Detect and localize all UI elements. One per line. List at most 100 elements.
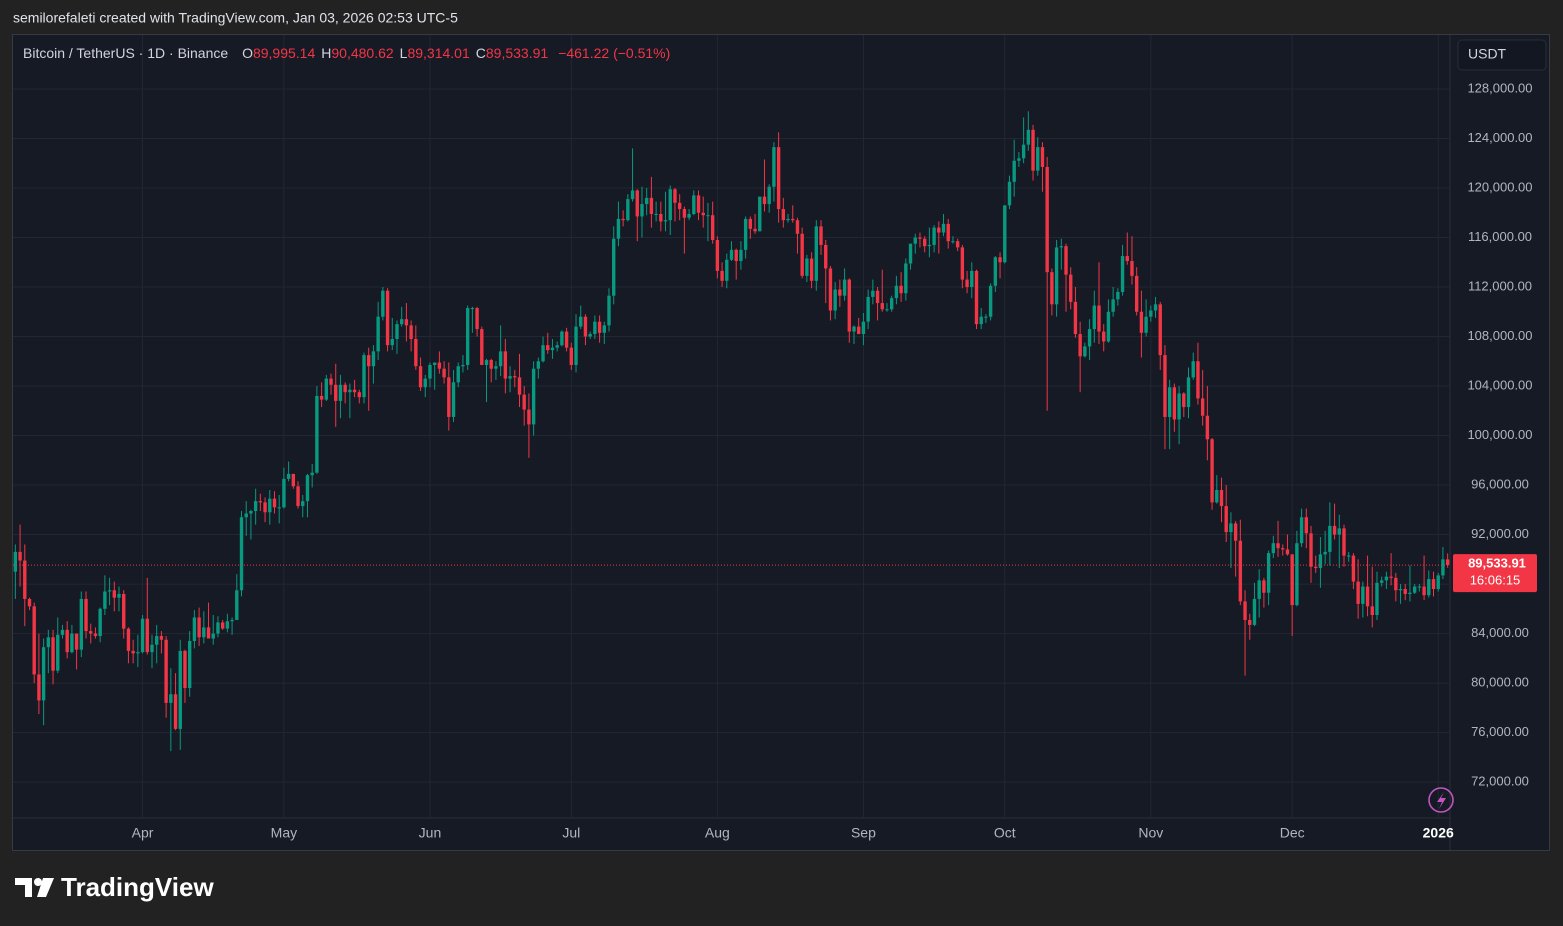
- candle-body: [734, 249, 738, 262]
- candle-body: [899, 285, 903, 294]
- candle-body: [508, 376, 512, 379]
- candle-body: [541, 345, 545, 362]
- candle-body: [136, 652, 140, 654]
- candle-body: [1238, 540, 1243, 602]
- candle-body: [1158, 304, 1162, 356]
- candle-body: [1342, 528, 1346, 556]
- candle-body: [447, 377, 451, 417]
- candle-body: [918, 237, 922, 239]
- candle-body: [173, 694, 178, 729]
- candle-body: [220, 622, 225, 629]
- candle-body: [1299, 517, 1304, 544]
- candle-body: [663, 220, 668, 222]
- candle-body: [1134, 275, 1139, 312]
- candle-body: [1031, 129, 1035, 171]
- candle-body: [371, 351, 376, 367]
- candle-body: [941, 223, 946, 233]
- candle-body: [357, 392, 361, 398]
- candle-body: [437, 362, 442, 369]
- candle-body: [597, 321, 602, 333]
- candle-body: [692, 195, 696, 214]
- candle-body: [1257, 580, 1261, 599]
- candle-body: [908, 243, 913, 264]
- ohlc-name: L: [400, 45, 408, 61]
- candle-body: [696, 195, 701, 213]
- candle-body: [1271, 543, 1276, 554]
- y-tick-label: 108,000.00: [1467, 328, 1532, 343]
- candle-body: [1012, 160, 1016, 182]
- candle-body: [305, 475, 310, 502]
- candle-body: [1111, 299, 1115, 312]
- candle-body: [677, 202, 682, 210]
- candle-body: [1431, 579, 1436, 590]
- candle-body: [593, 321, 597, 335]
- candle-body: [470, 308, 475, 310]
- candle-body: [1375, 582, 1379, 616]
- candle-body: [583, 316, 588, 337]
- candle-body: [602, 325, 606, 333]
- currency-button[interactable]: [1457, 39, 1547, 71]
- candle-body: [1045, 166, 1049, 273]
- candle-body: [791, 218, 795, 221]
- candle-body: [1163, 355, 1167, 417]
- currency[interactable]: USDT: [1468, 46, 1507, 62]
- candle-body: [253, 501, 258, 512]
- candle-body: [819, 226, 823, 245]
- candle-body: [974, 270, 979, 325]
- candle-body: [1233, 523, 1238, 541]
- candle-body: [235, 590, 239, 620]
- candle-body: [828, 268, 833, 311]
- candle-body: [946, 223, 950, 242]
- candle-body: [268, 498, 272, 513]
- candle-body: [400, 319, 404, 325]
- candle-body: [1069, 274, 1073, 302]
- candle-body: [239, 517, 244, 591]
- candle-body: [1177, 393, 1181, 420]
- y-tick-label: 72,000.00: [1471, 774, 1529, 789]
- candle-body: [786, 218, 790, 221]
- candle-body: [1130, 261, 1134, 276]
- candle-body: [1290, 554, 1294, 606]
- candle-body: [1224, 506, 1228, 533]
- countdown: 16:06:15: [1470, 573, 1521, 588]
- ohlc-value: 90,480.62: [331, 45, 393, 61]
- candle-body: [1328, 525, 1332, 552]
- candle-body: [465, 308, 470, 365]
- candle-body: [682, 209, 687, 218]
- candle-body: [1116, 291, 1120, 300]
- y-tick-label: 100,000.00: [1467, 427, 1532, 442]
- candle-body: [1026, 129, 1031, 145]
- candle-body: [272, 498, 277, 508]
- candle-body: [1356, 581, 1360, 604]
- x-tick-label: Oct: [994, 825, 1016, 841]
- lightning-icon[interactable]: [1428, 787, 1454, 813]
- candle-body: [937, 227, 941, 233]
- y-tick-label: 104,000.00: [1467, 377, 1532, 392]
- candle-body: [772, 147, 776, 187]
- candle-body: [1304, 517, 1308, 534]
- candle-body: [103, 591, 107, 609]
- candle-body: [564, 331, 569, 348]
- candle-body: [1021, 144, 1026, 159]
- candle-body: [1153, 304, 1158, 311]
- candle-body: [319, 395, 324, 400]
- candle-body: [847, 279, 851, 332]
- change: −461.22 (−0.51%): [558, 45, 670, 61]
- candle-body: [701, 212, 705, 216]
- candle-body: [216, 622, 220, 634]
- candle-body: [409, 325, 413, 339]
- candle-body: [65, 629, 69, 653]
- candle-body: [885, 309, 889, 311]
- candle-body: [805, 258, 809, 276]
- grid: [13, 35, 1450, 818]
- candle-body: [70, 633, 74, 653]
- candle-body: [1427, 579, 1431, 596]
- candle-body: [984, 316, 988, 318]
- candle-body: [673, 189, 677, 203]
- candle-body: [155, 636, 159, 645]
- candle-body: [871, 290, 875, 297]
- candle-body: [230, 619, 234, 622]
- logo-dot: [34, 878, 42, 886]
- candle-body: [522, 394, 526, 410]
